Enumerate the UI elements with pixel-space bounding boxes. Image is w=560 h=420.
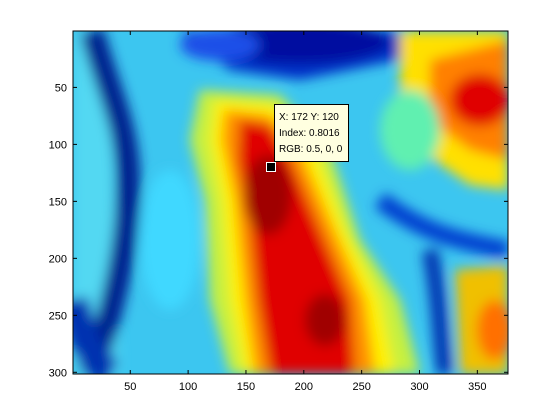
y-tick-label: 250	[49, 310, 67, 322]
y-tick-label: 300	[49, 367, 67, 379]
x-tick-label: 350	[468, 381, 486, 393]
x-tick-label: 100	[179, 381, 197, 393]
datatip[interactable]: X: 172 Y: 120 Index: 0.8016 RGB: 0.5, 0,…	[274, 104, 349, 162]
x-tick-label: 150	[237, 381, 255, 393]
datatip-rgb: RGB: 0.5, 0, 0	[279, 144, 343, 155]
y-axis-ticks: 50 100 150 200 250 300	[49, 82, 508, 379]
y-tick-label: 50	[55, 82, 67, 94]
datatip-marker[interactable]	[266, 162, 277, 173]
x-tick-label: 50	[124, 381, 136, 393]
x-tick-label: 250	[352, 381, 370, 393]
datatip-position: X: 172 Y: 120	[279, 112, 339, 123]
x-axis-ticks: 50 100 150 200 250 300 350	[124, 31, 487, 393]
y-tick-label: 100	[49, 139, 67, 151]
x-tick-label: 300	[410, 381, 428, 393]
x-tick-label: 200	[295, 381, 313, 393]
heatmap-field	[73, 31, 508, 374]
y-tick-label: 200	[49, 253, 67, 265]
axes-box	[72, 30, 509, 375]
datatip-index: Index: 0.8016	[279, 128, 340, 139]
y-tick-label: 150	[49, 196, 67, 208]
